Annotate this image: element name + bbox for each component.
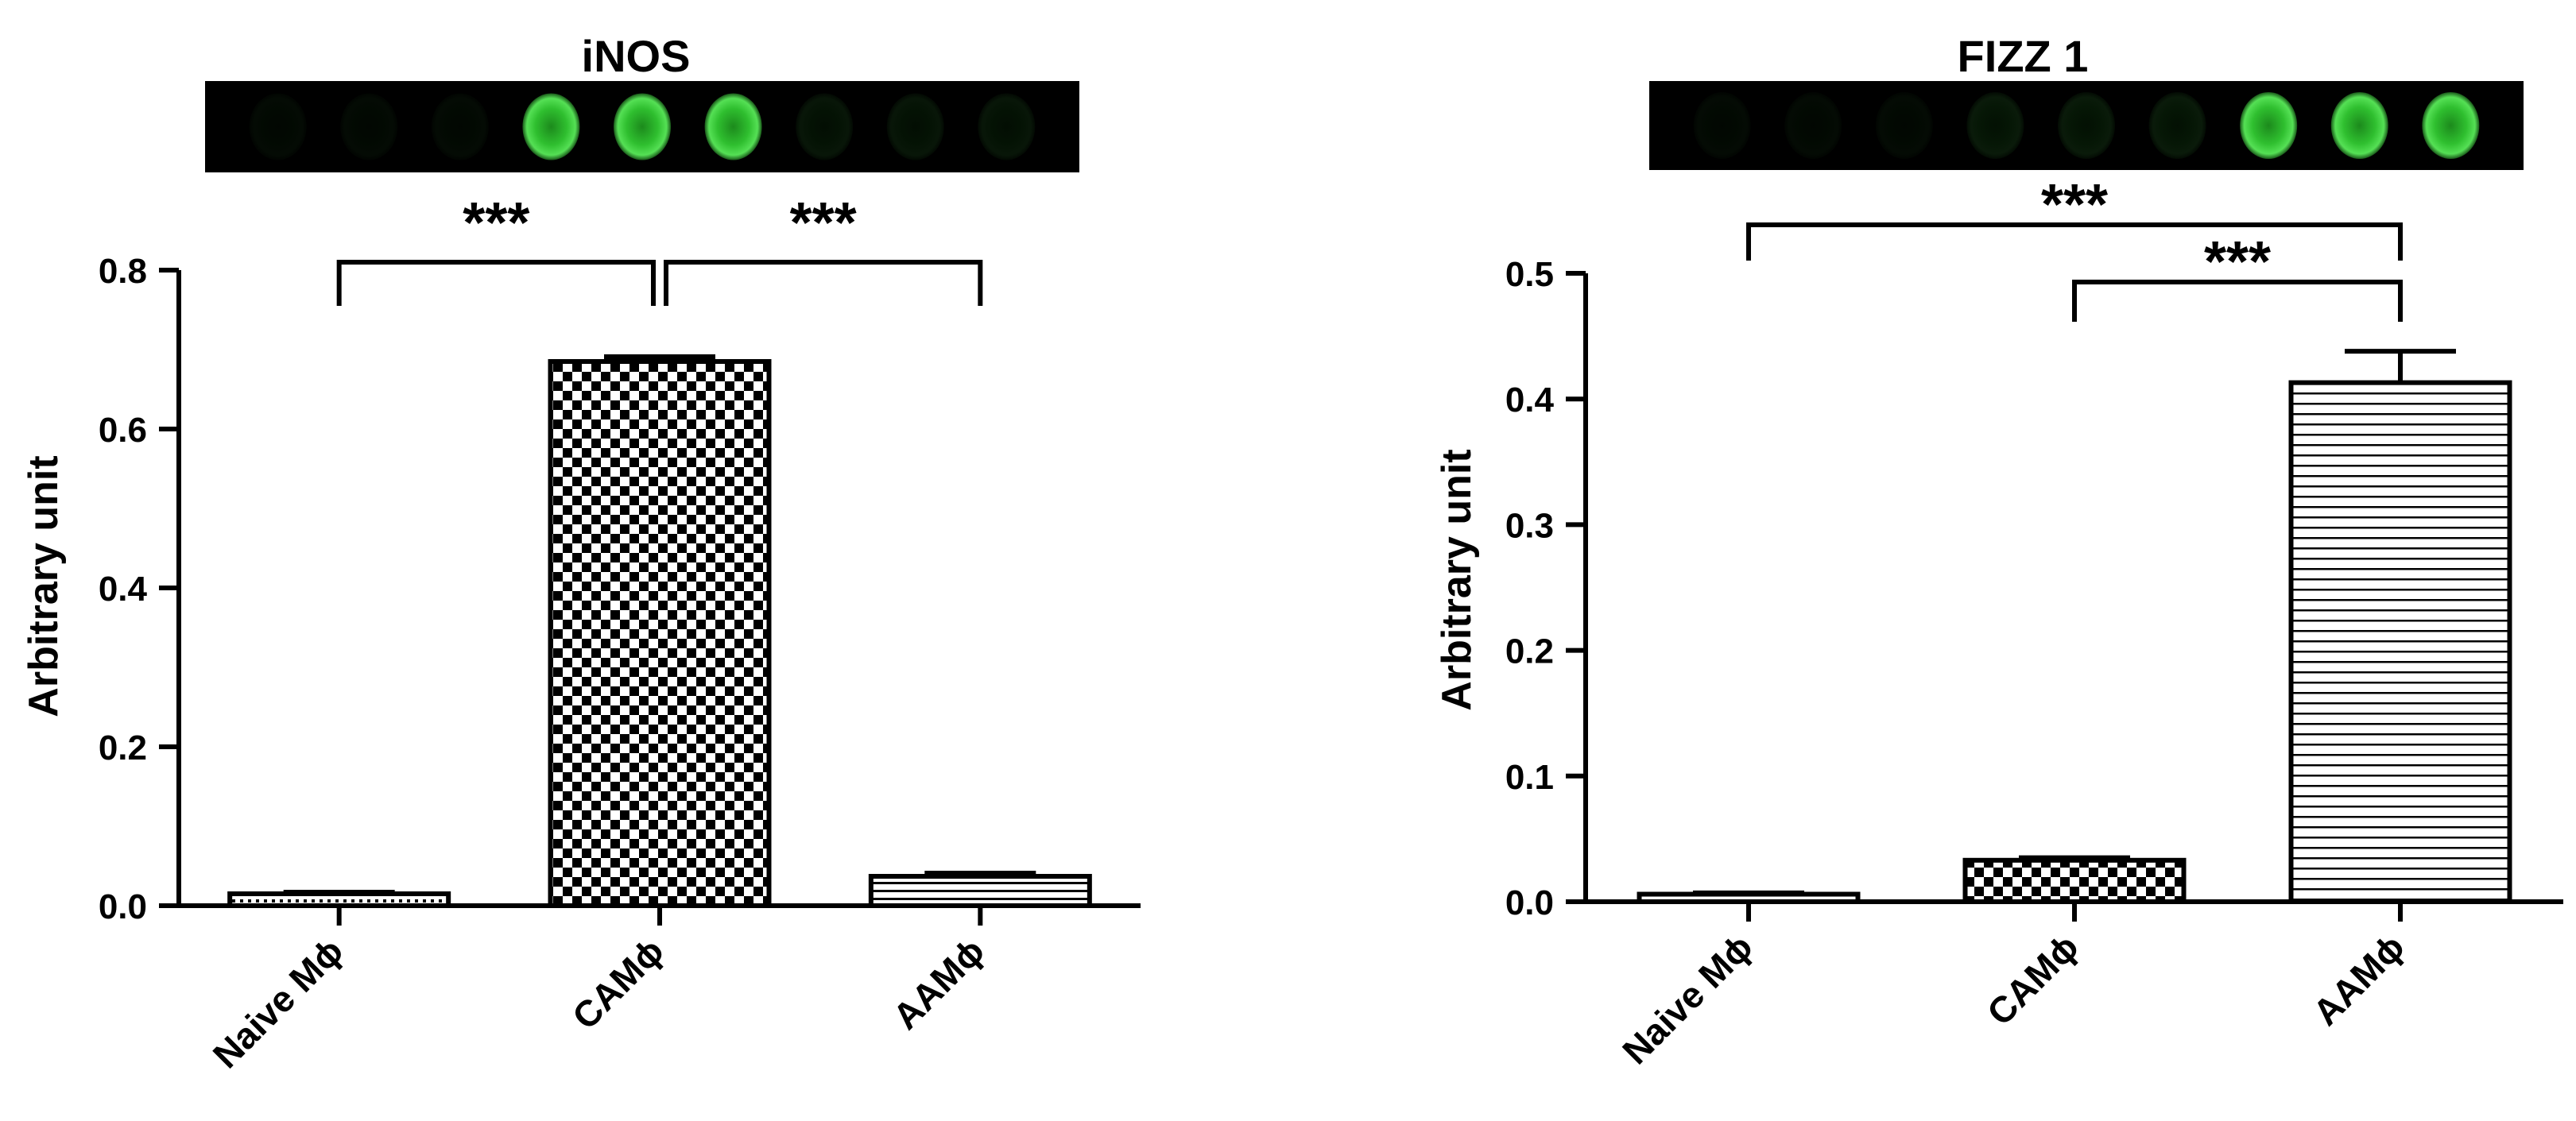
y-tick-label: 0.0 bbox=[1505, 883, 1554, 922]
blot-spot bbox=[249, 93, 307, 160]
blot-spot bbox=[2148, 92, 2206, 159]
y-tick-label: 0.4 bbox=[99, 570, 148, 609]
significance-label: *** bbox=[2204, 230, 2271, 294]
y-axis-label: Arbitrary unit bbox=[1434, 449, 1480, 710]
blot-spot bbox=[340, 93, 398, 160]
significance-label: *** bbox=[790, 191, 857, 255]
significance-label: *** bbox=[2041, 173, 2108, 237]
blot-spot bbox=[2330, 92, 2388, 159]
blot-spot bbox=[614, 93, 671, 160]
significance-bracket bbox=[1746, 222, 2403, 261]
blot-spot bbox=[2422, 92, 2480, 159]
blot-spot bbox=[522, 93, 580, 160]
blot-image bbox=[1649, 81, 2524, 170]
chart-title: FIZZ 1 bbox=[1958, 31, 2089, 81]
x-tick-label: Naive Mϕ bbox=[1614, 926, 1761, 1072]
y-tick-label: 0.5 bbox=[1505, 255, 1554, 294]
y-tick-label: 0.4 bbox=[1505, 381, 1555, 419]
x-tick-label: AAMϕ bbox=[885, 930, 992, 1037]
y-tick-label: 0.0 bbox=[99, 887, 147, 926]
blot-spot bbox=[704, 93, 762, 160]
significance-bracket bbox=[664, 260, 983, 306]
x-tick-label: AAMϕ bbox=[2305, 926, 2412, 1033]
chart-title: iNOS bbox=[582, 31, 691, 81]
plot-area: 0.0 0.1 0.2 0.3 0.4 0.5 Naive Mϕ CAMϕ AAMϕ *** *** bbox=[1505, 173, 2563, 1072]
blot-spot bbox=[978, 93, 1036, 160]
blot-spot bbox=[1875, 92, 1933, 159]
panel-fizz1: FIZZ 1 0.0 0.1 0.2 0.3 0.4 0.5 Naive Mϕ CAMϕ AAM… bbox=[1434, 31, 2563, 1072]
y-tick-label: 0.8 bbox=[99, 252, 147, 291]
panel-inos: iNOS 0.0 0.2 0.4 0.6 0.8 Naive Mϕ CAMϕ AAMϕ *** *… bbox=[21, 31, 1141, 1076]
significance-label: *** bbox=[463, 191, 529, 255]
blot-image bbox=[205, 81, 1079, 172]
plot-area: 0.0 0.2 0.4 0.6 0.8 Naive Mϕ CAMϕ AAMϕ *** *** bbox=[99, 191, 1141, 1076]
blot-spot bbox=[1693, 92, 1751, 159]
bar bbox=[2288, 380, 2512, 905]
y-tick-label: 0.6 bbox=[99, 411, 147, 450]
bar bbox=[548, 359, 772, 908]
bar bbox=[1962, 857, 2187, 904]
blot-spot bbox=[796, 93, 854, 160]
y-tick-label: 0.2 bbox=[99, 729, 147, 767]
blot-spot bbox=[2058, 92, 2115, 159]
x-tick-label: CAMϕ bbox=[1979, 926, 2086, 1033]
blot-spot bbox=[2240, 92, 2298, 159]
y-tick-label: 0.3 bbox=[1505, 506, 1554, 545]
significance-bracket bbox=[336, 260, 656, 306]
blot-spot bbox=[886, 93, 944, 160]
blot-spot bbox=[1784, 92, 1842, 159]
x-tick-label: CAMϕ bbox=[564, 930, 672, 1037]
blot-spot bbox=[1966, 92, 2024, 159]
x-tick-label: Naive Mϕ bbox=[205, 930, 351, 1076]
significance-bracket bbox=[2072, 280, 2403, 322]
y-axis-label: Arbitrary unit bbox=[21, 455, 67, 717]
blot-spot bbox=[431, 93, 489, 160]
y-tick-label: 0.1 bbox=[1505, 758, 1554, 797]
bar bbox=[868, 874, 1092, 908]
y-tick-label: 0.2 bbox=[1505, 632, 1554, 671]
